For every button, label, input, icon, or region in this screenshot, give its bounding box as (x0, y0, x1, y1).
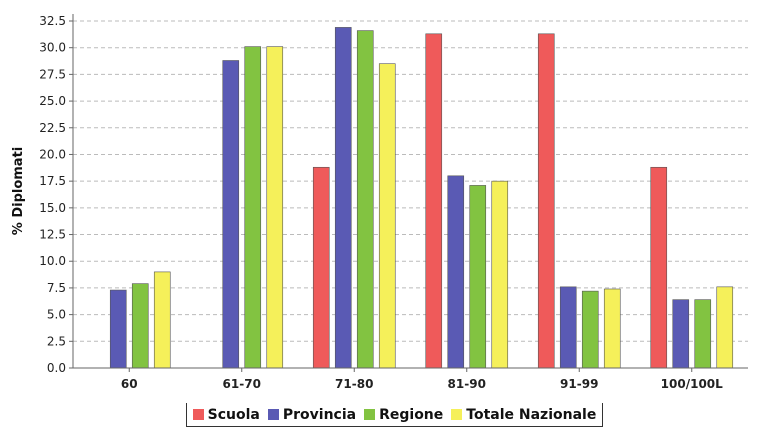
y-tick-label: 0.0 (47, 361, 66, 375)
bar-provincia-0 (109, 289, 127, 369)
x-tick-label: 60 (121, 377, 138, 391)
bar-provincia-5 (672, 299, 690, 369)
bar-regione-1 (244, 46, 262, 369)
bar-totale-nazionale-4 (603, 288, 621, 369)
x-tick-label: 71-80 (335, 377, 373, 391)
x-tick-label: 61-70 (223, 377, 261, 391)
legend: Scuola Provincia Regione Totale Nazionale (186, 403, 603, 427)
bar-totale-nazionale-1 (266, 46, 284, 369)
bar-totale-nazionale-2 (378, 63, 396, 369)
legend-item-totale-nazionale: Totale Nazionale (451, 407, 596, 423)
y-tick-label: 5.0 (47, 308, 66, 322)
bar-provincia-2 (334, 27, 352, 369)
legend-item-provincia: Provincia (267, 406, 357, 423)
legend-label: Totale Nazionale (466, 406, 597, 423)
bar-regione-3 (469, 185, 487, 369)
bar-regione-0 (131, 283, 149, 369)
legend-swatch (192, 409, 204, 420)
bar-totale-nazionale-5 (716, 286, 734, 369)
legend-swatch (451, 409, 463, 420)
bar-scuola-5 (650, 166, 668, 369)
legend-swatch (364, 409, 376, 420)
y-tick-label: 30.0 (39, 41, 66, 55)
grid-lines (73, 20, 748, 342)
legend-label: Regione (379, 406, 444, 423)
y-tick-label: 22.5 (39, 121, 66, 135)
bar-regione-2 (356, 30, 374, 369)
y-tick-label: 20.0 (39, 147, 66, 161)
y-tick-label: 15.0 (39, 201, 66, 215)
y-tick-label: 2.5 (47, 334, 66, 348)
y-tick-label: 32.5 (39, 14, 66, 28)
bar-scuola-3 (425, 33, 443, 369)
y-axis-ticks: 0.0 2.5 5.0 7.5 10.0 12.5 15.0 17.5 20.0 22.5 25.0… (39, 14, 73, 375)
bar-totale-nazionale-3 (491, 180, 509, 369)
bar-scuola-4 (537, 33, 555, 369)
bar-provincia-3 (447, 175, 465, 369)
y-tick-label: 27.5 (39, 67, 66, 81)
x-tick-label: 81-90 (448, 377, 486, 391)
bar-regione-4 (581, 290, 599, 369)
bar-regione-5 (694, 299, 712, 369)
x-axis-ticks: 60 61-70 71-80 81-90 91-99 100/100L (121, 368, 723, 391)
legend-label: Provincia (282, 406, 357, 423)
bar-provincia-4 (559, 286, 577, 369)
y-tick-label: 17.5 (39, 174, 66, 188)
y-tick-label: 12.5 (39, 228, 66, 242)
y-tick-label: 25.0 (39, 94, 66, 108)
legend-swatch (267, 409, 279, 420)
bar-totale-nazionale-0 (153, 271, 171, 369)
y-tick-label: 10.0 (39, 254, 66, 268)
bar-scuola-2 (312, 166, 330, 369)
bar-provincia-1 (222, 60, 240, 369)
y-tick-label: 7.5 (47, 281, 66, 295)
y-axis-label: % Diplomati (11, 147, 26, 235)
x-tick-label: 100/100L (661, 377, 723, 391)
legend-item-scuola: Scuola (192, 406, 260, 423)
x-tick-label: 91-99 (560, 377, 598, 391)
bars (109, 27, 734, 369)
legend-item-regione: Regione (364, 407, 443, 423)
legend-label: Scuola (207, 406, 260, 423)
